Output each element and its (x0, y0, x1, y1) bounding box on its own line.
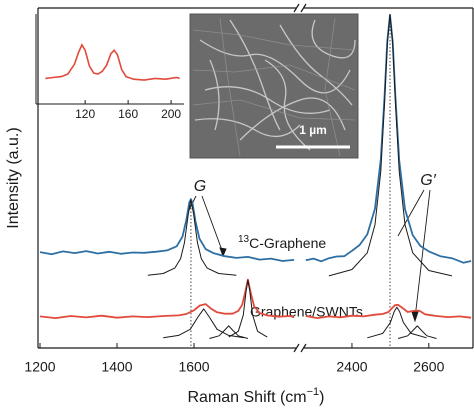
annotation: G (194, 178, 206, 195)
axis-break (300, 343, 307, 353)
x-tick-label: 2400 (336, 359, 367, 375)
series-line (209, 325, 249, 339)
x-axis-title: Raman Shift (cm−1) (187, 386, 324, 406)
axis-break (293, 3, 300, 13)
series-label-sup: 13 (238, 234, 250, 245)
x-tick-label: 1400 (101, 359, 132, 375)
x-axis-title-text: Raman Shift (cm (187, 389, 306, 406)
scale-label: 1 µm (299, 123, 327, 137)
series-line (163, 308, 245, 339)
series-line (228, 279, 268, 338)
y-axis-title: Intensity (a.u.) (5, 127, 22, 228)
x-tick-label: 2600 (413, 359, 444, 375)
series-line (305, 303, 472, 319)
x-axis-title-sup: −1 (307, 386, 320, 398)
sem-image: 1 µm (189, 13, 359, 159)
sem-texture (192, 17, 356, 157)
inset-x-tick-label: 200 (161, 107, 181, 121)
series-line (367, 306, 427, 339)
sem-strands (194, 19, 356, 151)
arrow (397, 189, 425, 237)
inset-x-tick-label: 160 (118, 107, 138, 121)
series-line (147, 199, 237, 276)
frame (37, 3, 474, 353)
x-axis-title-suffix: ) (319, 389, 324, 406)
inset-line (45, 43, 180, 81)
annotation: G′ (420, 172, 436, 189)
series-line (39, 198, 295, 262)
series-line (39, 278, 295, 319)
axis-break (300, 3, 307, 13)
inset-x-tick-label: 120 (75, 107, 95, 121)
arrow (201, 195, 224, 254)
series-line (328, 14, 453, 277)
x-tick-label: 1600 (178, 359, 209, 375)
arrow-head (411, 311, 419, 323)
series-line (397, 325, 437, 339)
series-label: Graphene/SWNTs (250, 304, 363, 320)
axis-break (293, 343, 300, 353)
series-label-text: C-Graphene (249, 235, 326, 251)
arrow (414, 189, 431, 319)
annotation-arrows (187, 189, 431, 323)
x-tick-label: 1200 (24, 359, 55, 375)
arrow-head (219, 247, 227, 258)
series-label: 13C-Graphene (238, 234, 326, 251)
